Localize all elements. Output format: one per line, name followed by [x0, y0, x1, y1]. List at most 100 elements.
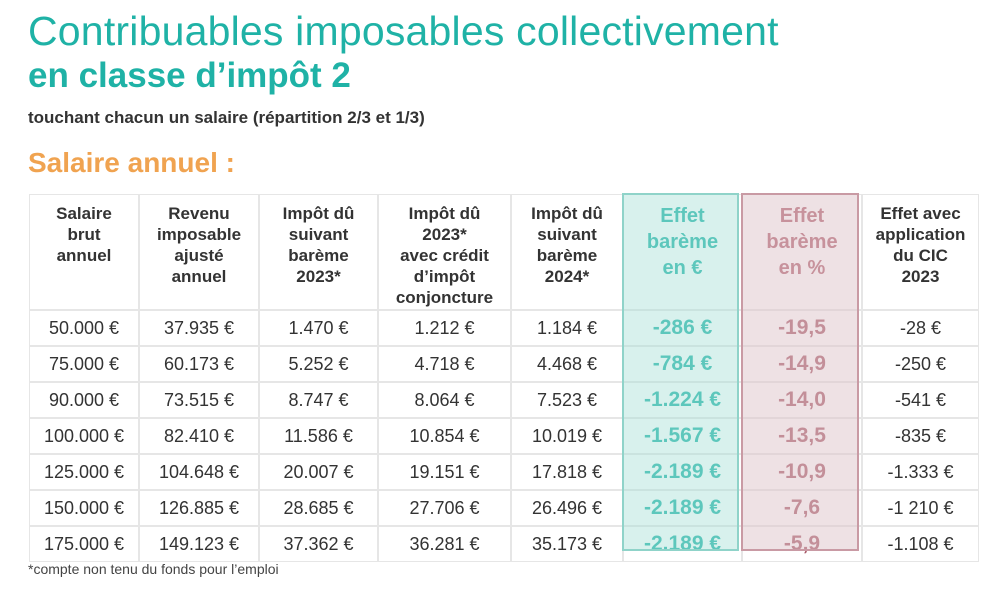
table-cell: -2.189 € — [623, 454, 742, 490]
table-cell: 125.000 € — [29, 454, 139, 490]
table-cell: 26.496 € — [511, 490, 623, 526]
header-line: barème — [766, 231, 838, 253]
header-impot-2023-cic: Impôt dû 2023* avec crédit d’impôt conjonctu… — [378, 194, 511, 310]
table-cell: 27.706 € — [378, 490, 511, 526]
header-effet-euro: Effet barème en € — [623, 194, 742, 310]
table-cell: 104.648 € — [139, 454, 259, 490]
title-line-1: Contribuables imposables collectivement — [28, 8, 779, 54]
table-cell: 150.000 € — [29, 490, 139, 526]
header-line: barème — [646, 231, 719, 253]
table-cell: 10.854 € — [378, 418, 511, 454]
header-line: imposable — [156, 225, 242, 244]
header-revenu-imposable: Revenu imposable ajusté annuel — [139, 194, 259, 310]
header-line: 2024* — [544, 267, 590, 286]
header-line: en € — [662, 257, 703, 279]
table-cell: -1.108 € — [862, 526, 979, 562]
table-cell: -19,5 — [742, 310, 862, 346]
table-cell: -784 € — [623, 346, 742, 382]
tax-table-container: Salaire brut annuel Revenu imposable ajusté an… — [28, 193, 979, 562]
table-cell: 100.000 € — [29, 418, 139, 454]
table-cell: 20.007 € — [259, 454, 378, 490]
table-cell: -5,9 — [742, 526, 862, 562]
table-cell: -2.189 € — [623, 526, 742, 562]
table-cell: 19.151 € — [378, 454, 511, 490]
table-cell: -835 € — [862, 418, 979, 454]
table-row: 90.000 €73.515 €8.747 €8.064 €7.523 € -1.… — [29, 382, 979, 418]
table-cell: -28 € — [862, 310, 979, 346]
table-cell: -1.224 € — [623, 382, 742, 418]
header-line: ajusté — [174, 246, 224, 265]
header-line: annuel — [56, 246, 112, 265]
header-line: Effet — [660, 205, 705, 227]
header-line: avec crédit — [400, 246, 489, 265]
table-cell: 37.362 € — [259, 526, 378, 562]
header-line: d’impôt — [413, 267, 476, 286]
header-line: suivant — [288, 225, 349, 244]
table-cell: -286 € — [623, 310, 742, 346]
header-line: Revenu — [168, 204, 230, 223]
table-row: 175.000 €149.123 €37.362 €36.281 €35.173… — [29, 526, 979, 562]
header-line: Effet avec — [880, 204, 961, 223]
header-line: barème — [288, 246, 349, 265]
table-cell: 8.064 € — [378, 382, 511, 418]
header-line: Impôt dû — [531, 204, 603, 223]
table-cell: -541 € — [862, 382, 979, 418]
footnote: *compte non tenu du fonds pour l’emploi — [28, 561, 279, 577]
tax-table: Salaire brut annuel Revenu imposable ajusté an… — [28, 193, 980, 563]
table-cell: -7,6 — [742, 490, 862, 526]
header-line: en % — [778, 257, 826, 279]
header-salaire-brut: Salaire brut annuel — [29, 194, 139, 310]
table-cell: 17.818 € — [511, 454, 623, 490]
section-title: Salaire annuel : — [28, 147, 235, 178]
header-impot-2024: Impôt dû suivant barème 2024* — [511, 194, 623, 310]
header-line: Impôt dû — [282, 204, 355, 223]
table-cell: -1.567 € — [623, 418, 742, 454]
table-cell: 4.468 € — [511, 346, 623, 382]
table-row: 125.000 €104.648 €20.007 €19.151 €17.818… — [29, 454, 979, 490]
table-cell: 37.935 € — [139, 310, 259, 346]
table-cell: 73.515 € — [139, 382, 259, 418]
header-line: brut — [67, 225, 101, 244]
table-cell: 149.123 € — [139, 526, 259, 562]
table-cell: 11.586 € — [259, 418, 378, 454]
header-line: Impôt dû — [408, 204, 481, 223]
table-cell: 75.000 € — [29, 346, 139, 382]
header-impot-2023: Impôt dû suivant barème 2023* — [259, 194, 378, 310]
table-cell: 8.747 € — [259, 382, 378, 418]
table-cell: -2.189 € — [623, 490, 742, 526]
table-row: 150.000 €126.885 €28.685 €27.706 €26.496… — [29, 490, 979, 526]
header-line: 2023 — [901, 267, 940, 286]
table-cell: 1.212 € — [378, 310, 511, 346]
table-body: 50.000 €37.935 €1.470 €1.212 €1.184 € -28… — [29, 310, 979, 562]
header-line: 2023* — [296, 267, 341, 286]
header-effet-percent: Effet barème en % — [742, 194, 862, 310]
table-cell: 28.685 € — [259, 490, 378, 526]
header-line: 2023* — [422, 225, 467, 244]
table-cell: 50.000 € — [29, 310, 139, 346]
table-cell: -1.333 € — [862, 454, 979, 490]
table-cell: -10,9 — [742, 454, 862, 490]
header-line: barème — [536, 246, 598, 265]
header-line: Salaire — [56, 204, 112, 223]
table-cell: 36.281 € — [378, 526, 511, 562]
table-cell: -14,0 — [742, 382, 862, 418]
table-cell: 1.470 € — [259, 310, 378, 346]
table-cell: 5.252 € — [259, 346, 378, 382]
subtitle: touchant chacun un salaire (répartition … — [28, 108, 425, 127]
header-line: suivant — [537, 225, 597, 244]
header-effet-cic: Effet avec application du CIC 2023 — [862, 194, 979, 310]
table-cell: 90.000 € — [29, 382, 139, 418]
table-row: 75.000 €60.173 €5.252 €4.718 €4.468 € -78… — [29, 346, 979, 382]
table-cell: -250 € — [862, 346, 979, 382]
table-row: 50.000 €37.935 €1.470 €1.212 €1.184 € -28… — [29, 310, 979, 346]
table-cell: -14,9 — [742, 346, 862, 382]
table-row: 100.000 €82.410 €11.586 €10.854 €10.019 … — [29, 418, 979, 454]
table-cell: 35.173 € — [511, 526, 623, 562]
table-cell: 4.718 € — [378, 346, 511, 382]
table-cell: 82.410 € — [139, 418, 259, 454]
header-line: annuel — [171, 267, 227, 286]
header-line: conjoncture — [395, 288, 494, 307]
table-header-row: Salaire brut annuel Revenu imposable ajusté an… — [29, 194, 979, 310]
table-cell: 60.173 € — [139, 346, 259, 382]
title-line-2: en classe d’impôt 2 — [28, 56, 351, 95]
